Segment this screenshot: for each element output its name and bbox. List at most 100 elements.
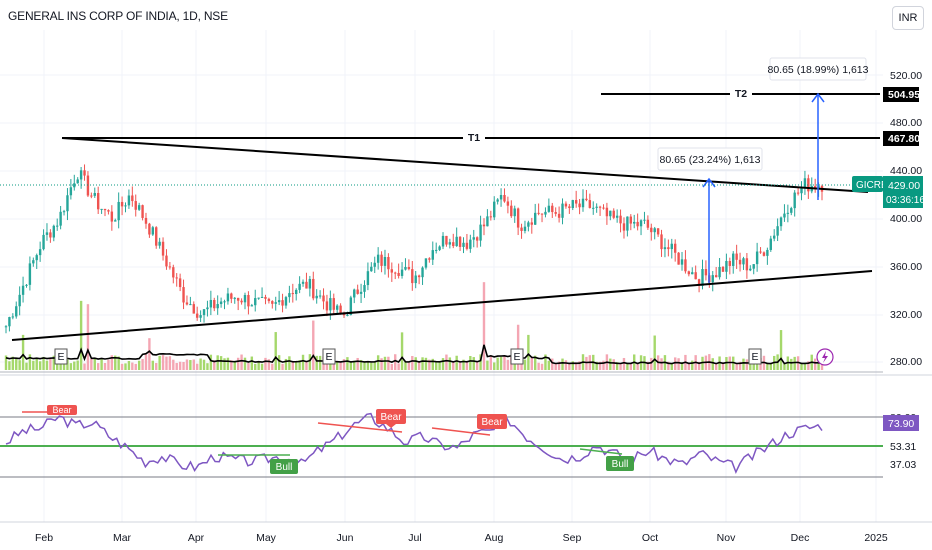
volume-bar [394, 354, 397, 370]
candle-body [465, 242, 469, 249]
triangle-lower-line[interactable] [11, 270, 873, 341]
time-axis[interactable]: Feb Mar Apr May Jun Jul Aug Sep Oct Nov Dec 2025 [35, 532, 888, 544]
candle-body [353, 289, 356, 298]
volume-bar [595, 361, 598, 370]
candle-body [86, 175, 90, 196]
candle-body [264, 296, 267, 299]
candle-body [394, 272, 397, 274]
candle-body [291, 293, 294, 295]
lightning-icon[interactable] [816, 348, 834, 366]
volume-bar [161, 355, 165, 370]
time-label: Jul [408, 532, 421, 544]
volume-bar [15, 357, 18, 370]
candle-body [493, 201, 496, 218]
volume-bar [448, 357, 452, 370]
earnings-marker[interactable] [748, 348, 762, 365]
volume-bar [390, 363, 394, 370]
candle-body [592, 207, 595, 209]
earnings-marker[interactable] [322, 348, 336, 365]
candle-body [69, 187, 73, 196]
volume-bar [148, 338, 151, 370]
candle-body [390, 269, 394, 273]
currency-button[interactable]: INR [892, 6, 924, 30]
triangle-upper-line[interactable] [61, 137, 869, 193]
bull-signal[interactable]: Bull [606, 456, 634, 471]
candle-body [21, 285, 25, 295]
volume-bar [813, 358, 817, 370]
volume-bar [486, 360, 489, 370]
volume-bar [21, 334, 25, 370]
candle-body [172, 267, 175, 278]
volume-bar [636, 363, 639, 370]
candle-body [499, 195, 503, 200]
measure-2[interactable]: 80.65 (18.99%) 1,613 [768, 57, 869, 200]
price-tick: 400.00 [890, 213, 922, 225]
candle-body [230, 293, 233, 299]
bear-signal[interactable]: Bear [376, 409, 406, 428]
candle-body [226, 293, 230, 302]
candle-body [687, 271, 691, 275]
candle-body [66, 195, 69, 212]
earnings-marker[interactable] [54, 348, 68, 365]
earnings-markers[interactable]: E E E E [54, 348, 762, 365]
volume-bar [370, 362, 373, 370]
candle-body [547, 205, 551, 212]
volume-bar [735, 363, 738, 370]
bear-signal[interactable]: Bear [477, 414, 507, 429]
volume-bar [499, 356, 503, 370]
candle-body [254, 298, 257, 306]
volume-bar [59, 363, 62, 370]
volume-bar [376, 355, 380, 370]
volume-bar [346, 357, 349, 370]
t1-label: T1 [468, 132, 480, 144]
volume-bar [230, 360, 233, 370]
candle-body [598, 206, 602, 208]
volume-bar [192, 359, 195, 370]
volume-bar [646, 361, 650, 370]
candle-body [779, 217, 783, 227]
candle-body [216, 304, 219, 309]
rsi-value-tag [883, 415, 919, 431]
volume-bar [455, 355, 458, 370]
candle-body [110, 211, 114, 222]
candle-body [247, 294, 250, 307]
candle-body [650, 227, 653, 233]
rsi-tick: 37.03 [890, 459, 916, 471]
rsi-axis[interactable]: 80.00 73.90 53.31 37.03 [883, 412, 919, 471]
candle-body [711, 275, 714, 283]
candle-body [738, 259, 742, 265]
volume-bar [32, 360, 35, 370]
candle-body [414, 275, 417, 284]
volume-bar [622, 357, 626, 370]
candle-body [373, 262, 376, 267]
volume-bar [277, 355, 281, 370]
rsi-value: 73.90 [888, 418, 914, 430]
volume-average-line [5, 344, 823, 365]
volume-bar [407, 362, 411, 370]
volume-bar [226, 357, 230, 370]
candle-body [755, 251, 759, 265]
volume-bar [308, 354, 312, 370]
candle-body [325, 301, 329, 311]
candle-body [568, 206, 571, 209]
candle-body [124, 205, 127, 207]
measure-1[interactable]: 80.65 (23.24%) 1,613 [657, 147, 763, 283]
time-label: Feb [35, 532, 53, 544]
volume-bar [49, 358, 52, 370]
candle-body [250, 305, 254, 307]
bear-signal[interactable]: Bear [47, 405, 77, 415]
volume-bar [42, 356, 45, 370]
t1-label-bg [463, 130, 485, 144]
volume-bar [219, 356, 223, 370]
price-axis[interactable]: 520.00 480.00 440.00 400.00 360.00 320.0… [852, 70, 925, 368]
t2-price-value: 504.95 [888, 89, 920, 101]
earnings-marker[interactable] [510, 348, 524, 365]
candle-body [472, 237, 475, 240]
candle-body [646, 219, 650, 228]
bull-signal[interactable]: Bull [270, 459, 298, 474]
volume-bar [182, 361, 185, 370]
candle-body [769, 238, 772, 250]
candle-body [680, 259, 684, 265]
volume-bar [475, 361, 479, 370]
